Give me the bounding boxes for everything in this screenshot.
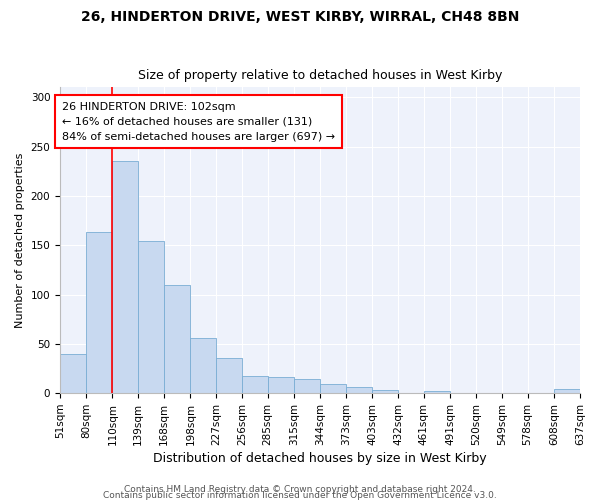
Bar xyxy=(216,358,242,393)
Bar xyxy=(164,284,190,393)
Bar xyxy=(294,380,320,393)
Bar xyxy=(190,338,216,393)
Bar xyxy=(138,242,164,393)
Text: 26, HINDERTON DRIVE, WEST KIRBY, WIRRAL, CH48 8BN: 26, HINDERTON DRIVE, WEST KIRBY, WIRRAL,… xyxy=(81,10,519,24)
Text: Contains public sector information licensed under the Open Government Licence v3: Contains public sector information licen… xyxy=(103,490,497,500)
Text: 26 HINDERTON DRIVE: 102sqm
← 16% of detached houses are smaller (131)
84% of sem: 26 HINDERTON DRIVE: 102sqm ← 16% of deta… xyxy=(62,102,335,142)
Bar xyxy=(112,162,138,393)
Bar xyxy=(346,388,373,393)
Bar xyxy=(60,354,86,393)
Bar xyxy=(268,378,294,393)
Bar xyxy=(373,390,398,393)
X-axis label: Distribution of detached houses by size in West Kirby: Distribution of detached houses by size … xyxy=(153,452,487,465)
Bar xyxy=(86,232,112,393)
Bar xyxy=(554,390,580,393)
Y-axis label: Number of detached properties: Number of detached properties xyxy=(15,152,25,328)
Bar xyxy=(320,384,346,393)
Bar xyxy=(242,376,268,393)
Bar xyxy=(424,391,451,393)
Title: Size of property relative to detached houses in West Kirby: Size of property relative to detached ho… xyxy=(138,69,502,82)
Text: Contains HM Land Registry data © Crown copyright and database right 2024.: Contains HM Land Registry data © Crown c… xyxy=(124,484,476,494)
